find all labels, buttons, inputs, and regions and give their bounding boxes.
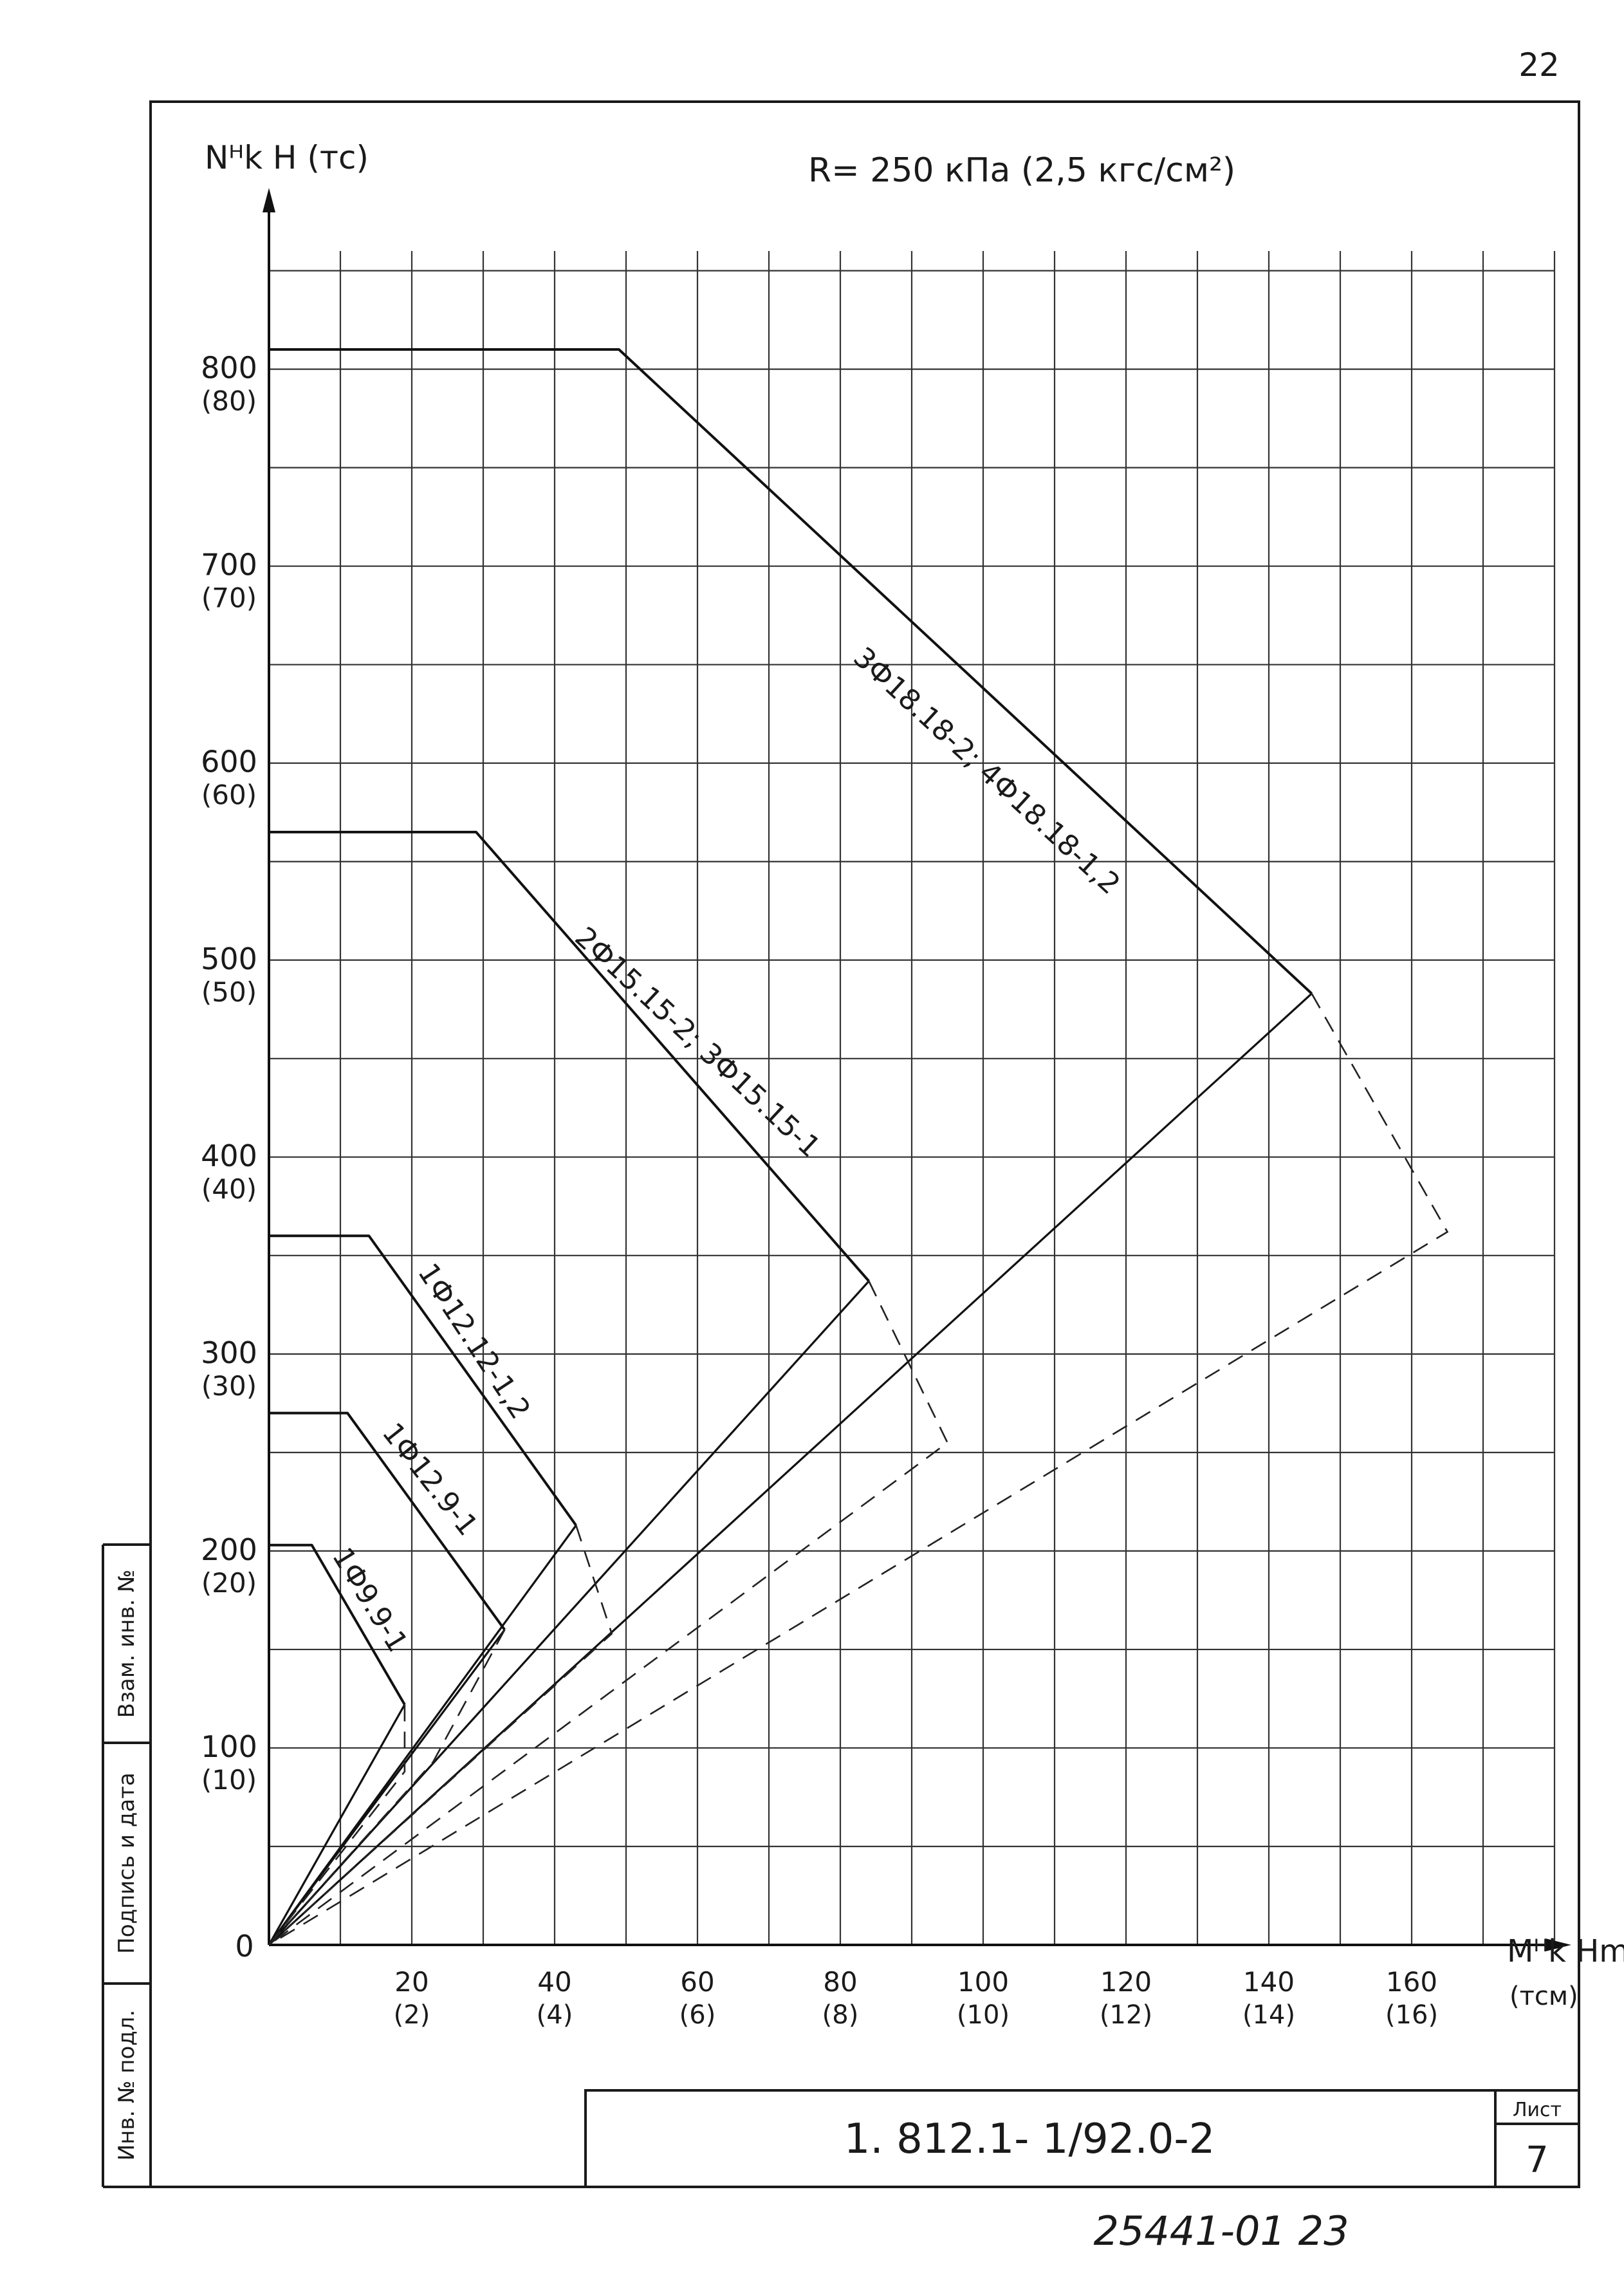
- chart-axes: [263, 188, 1571, 1951]
- series-group: 3Ф18.18-2; 4Ф18.18-1,2: [268, 348, 1449, 1946]
- x-tick-label: 60: [680, 1966, 714, 1998]
- y-tick-label: 600: [201, 745, 257, 779]
- series-radial-line: [268, 1704, 406, 1946]
- series-dashed-line: [268, 1281, 949, 1946]
- sheet-label: Лист: [1513, 2099, 1562, 2121]
- y-tick-label-alt: (30): [201, 1370, 257, 1402]
- stamp-field-original-inventory: Инв. № подл.: [114, 2010, 140, 2161]
- y-tick-label-alt: (70): [201, 582, 257, 614]
- x-tick-label-alt: (10): [957, 2000, 1010, 2030]
- y-tick-label-alt: (10): [201, 1764, 257, 1796]
- y-tick-label-alt: (60): [201, 779, 257, 811]
- chart-tick-labels: 20(2)40(4)60(6)80(8)100(10)120(12)140(14…: [201, 351, 1438, 2030]
- series-radial-line: [268, 1629, 506, 1946]
- y-tick-label-alt: (50): [201, 976, 257, 1008]
- x-axis-label: Mᴴk Hm: [1507, 1933, 1624, 1969]
- x-tick-label: 120: [1100, 1966, 1152, 1998]
- x-tick-label-alt: (8): [822, 2000, 859, 2030]
- series-envelope-line: [269, 348, 1313, 995]
- y-axis-arrow: [263, 188, 275, 212]
- y-tick-label: 200: [201, 1532, 257, 1567]
- stamp-field-replacement-inventory: Взам. инв. №: [114, 1570, 140, 1718]
- y-tick-label-alt: (20): [201, 1567, 257, 1599]
- chart-title: R= 250 кПа (2,5 кгс/см²): [808, 151, 1235, 190]
- y-tick-label: 300: [201, 1335, 257, 1370]
- stamp-field-signature-date: Подпись и дата: [114, 1772, 140, 1954]
- series-group: 1Ф12.12-1,2: [268, 1234, 613, 1946]
- x-tick-label-alt: (16): [1385, 2000, 1438, 2030]
- y-tick-label-alt: (40): [201, 1173, 257, 1205]
- series-dashed-line: [268, 1704, 406, 1946]
- series-group: 1Ф9.9-1: [268, 1542, 414, 1946]
- sheet-top-number: 22: [1518, 46, 1560, 84]
- series-envelope-line: [269, 1411, 506, 1631]
- series-dashed-line: [268, 993, 1449, 1946]
- y-tick-label-alt: (80): [201, 386, 257, 417]
- y-tick-label: 400: [201, 1138, 257, 1173]
- y-tick-label: 800: [201, 351, 257, 386]
- x-tick-label: 100: [957, 1966, 1009, 1998]
- side-stamp: Инв. № подл. Подпись и дата Взам. инв. №: [102, 1543, 151, 2188]
- series-envelope-line: [269, 1234, 577, 1527]
- x-axis-units: (тсм): [1509, 1982, 1578, 2011]
- x-tick-label: 40: [537, 1966, 571, 1998]
- x-tick-label-alt: (6): [679, 2000, 716, 2030]
- series-dashed-line: [268, 1525, 613, 1946]
- series-label: 1Ф9.9-1: [326, 1542, 414, 1658]
- x-tick-label: 140: [1243, 1966, 1295, 1998]
- series-group: 1Ф12.9-1: [268, 1411, 506, 1946]
- series-label: 1Ф12.12-1,2: [411, 1258, 537, 1425]
- archive-number: 25441-01 23: [1093, 2207, 1349, 2254]
- y-tick-label: 0: [235, 1929, 254, 1964]
- series-label: 1Ф12.9-1: [376, 1417, 484, 1542]
- x-tick-label-alt: (12): [1100, 2000, 1152, 2030]
- chart-grid: [268, 251, 1556, 1946]
- series-envelope-line: [269, 1543, 406, 1705]
- y-tick-label: 700: [201, 548, 257, 582]
- x-tick-label: 80: [823, 1966, 857, 1998]
- x-axis-arrow: [1546, 1938, 1571, 1951]
- series-dashed-line: [268, 1629, 506, 1946]
- document-code: 1. 812.1- 1/92.0-2: [844, 2115, 1215, 2163]
- sheet-number: 7: [1526, 2139, 1549, 2181]
- series-radial-line: [268, 992, 1313, 1946]
- x-tick-label-alt: (4): [537, 2000, 573, 2030]
- x-tick-label: 20: [394, 1966, 429, 1998]
- series-group: 2Ф15.15-2; 3Ф15.15-1: [268, 830, 949, 1946]
- x-tick-label-alt: (14): [1242, 2000, 1295, 2030]
- series-envelope-line: [269, 830, 870, 1282]
- x-tick-label-alt: (2): [394, 2000, 430, 2030]
- y-axis-label: Nᴴk H (тс): [205, 139, 369, 176]
- title-block: 1. 812.1- 1/92.0-2 Лист 7: [584, 2089, 1580, 2188]
- y-tick-label: 100: [201, 1729, 257, 1764]
- x-tick-label: 160: [1386, 1966, 1437, 1998]
- y-tick-label: 500: [201, 942, 257, 976]
- chart-area: 20(2)40(4)60(6)80(8)100(10)120(12)140(14…: [201, 139, 1624, 2030]
